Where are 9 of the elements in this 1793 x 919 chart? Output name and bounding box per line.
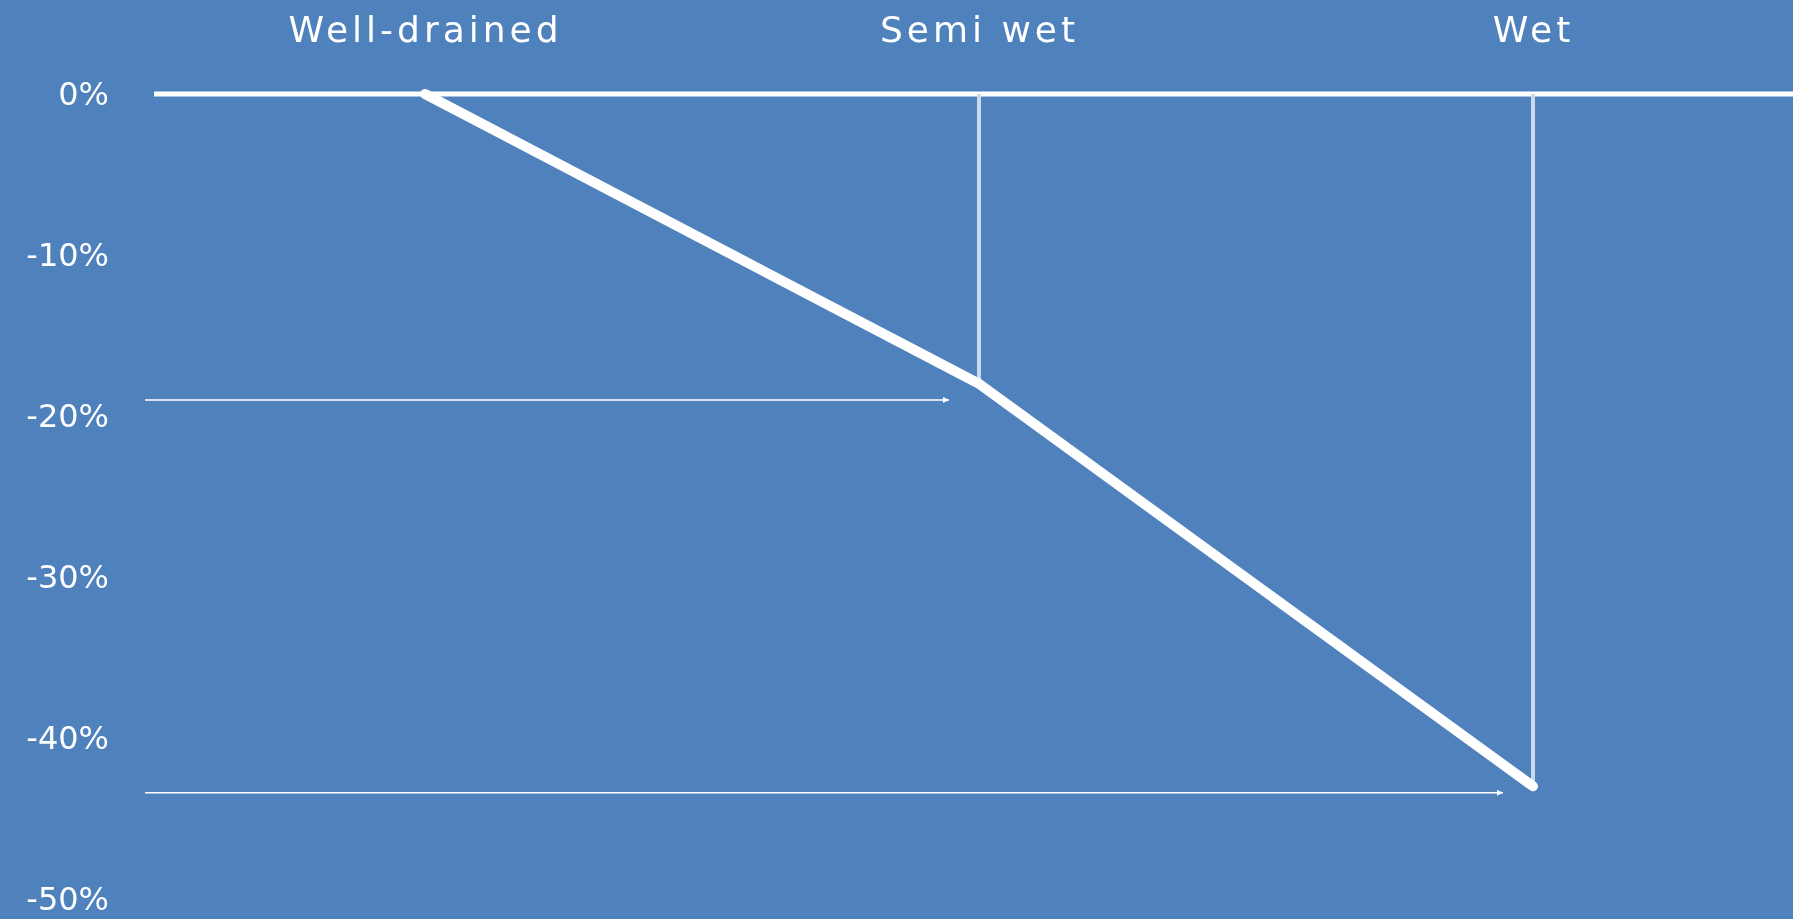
y-tick-label: 0% [58, 74, 109, 113]
y-tick-label: -10% [26, 235, 109, 274]
x-tick-label: Wet [1492, 9, 1575, 50]
y-tick-label: -30% [26, 557, 109, 596]
x-tick-label: Semi wet [879, 9, 1080, 50]
x-tick-label: Well-drained [288, 9, 563, 50]
y-tick-label: -50% [26, 879, 109, 918]
y-tick-label: -20% [26, 396, 109, 435]
y-tick-label: -40% [26, 718, 109, 757]
